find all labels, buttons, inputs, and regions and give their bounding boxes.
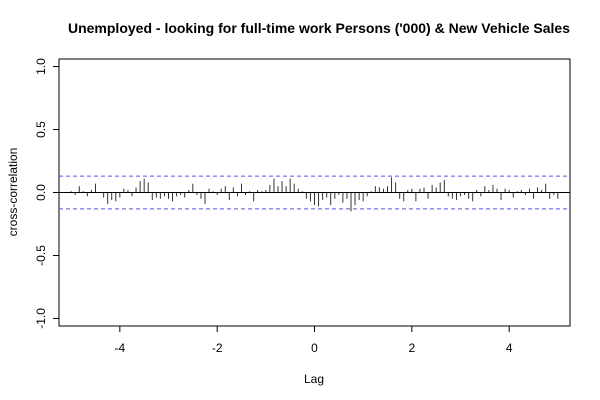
y-axis: -1.0 -0.5 0.0 0.5 1.0 [34,58,59,329]
y-axis-label: cross-correlation [6,148,20,237]
y-tick-label: -1.0 [34,308,48,329]
y-tick-label: 0.0 [34,184,48,201]
x-axis: -4 -2 0 2 4 [114,326,513,355]
y-tick-label: -0.5 [34,245,48,266]
x-tick-label: -4 [114,341,125,355]
x-tick-label: 2 [408,341,415,355]
x-tick-label: 4 [506,341,513,355]
x-tick-label: -2 [212,341,223,355]
x-axis-label: Lag [304,372,324,386]
ccf-bars [70,177,559,212]
y-tick-label: 0.5 [34,121,48,138]
x-tick-label: 0 [311,341,318,355]
chart-title: Unemployed - looking for full-time work … [68,20,570,36]
y-tick-label: 1.0 [34,58,48,75]
